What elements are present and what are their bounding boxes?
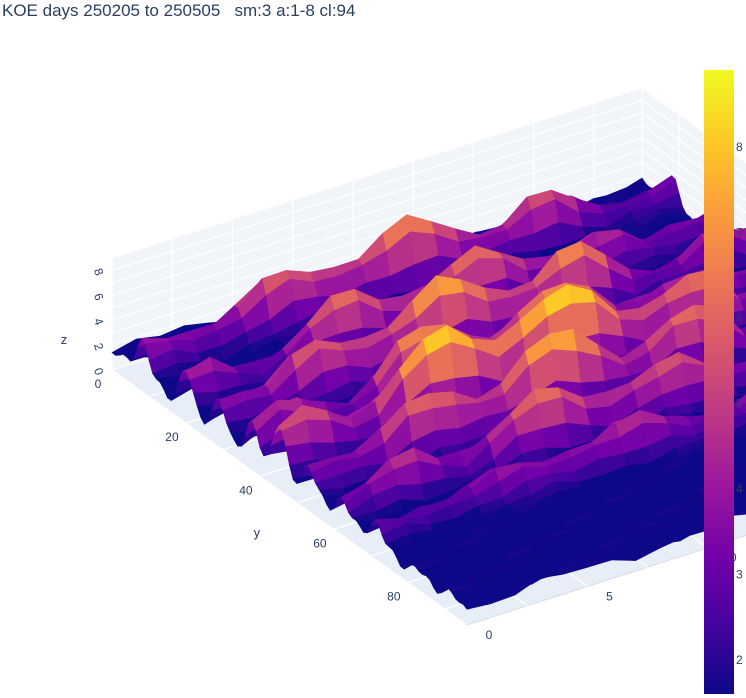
colorbar-tick-label: 8 <box>736 140 743 154</box>
colorbar-tick-label: 7 <box>736 225 743 239</box>
z-tick-label: 8 <box>91 266 107 277</box>
x-tick-label: 5 <box>606 589 613 603</box>
z-axis-title: z <box>61 332 68 347</box>
colorbar-tick-label: 5 <box>736 396 743 410</box>
colorbar-tick-label: 3 <box>736 567 743 581</box>
y-tick-label: 60 <box>313 536 327 550</box>
colorbar-ticks: 2 3 4 5 6 7 8 <box>736 140 743 667</box>
z-tick-label: 0 <box>91 366 107 377</box>
z-tick-label: 4 <box>91 316 107 327</box>
z-tick-label: 2 <box>91 341 107 352</box>
y-axis-title: y <box>254 525 261 540</box>
colorbar-gradient <box>704 70 734 694</box>
colorbar-tick-label: 4 <box>736 482 743 496</box>
y-tick-label: 20 <box>165 430 179 444</box>
y-tick-label: 40 <box>239 483 253 497</box>
colorbar-tick-label: 6 <box>736 311 743 325</box>
y-tick-label: 80 <box>387 590 401 604</box>
z-tick-label: 6 <box>91 291 107 302</box>
y-tick-label: 0 <box>95 377 102 391</box>
colorbar-tick-label: 2 <box>736 653 743 667</box>
x-tick-label: 0 <box>486 628 493 642</box>
surface-patch <box>462 603 492 610</box>
chart-title: KOE days 250205 to 250505 sm:3 a:1-8 cl:… <box>2 1 356 20</box>
